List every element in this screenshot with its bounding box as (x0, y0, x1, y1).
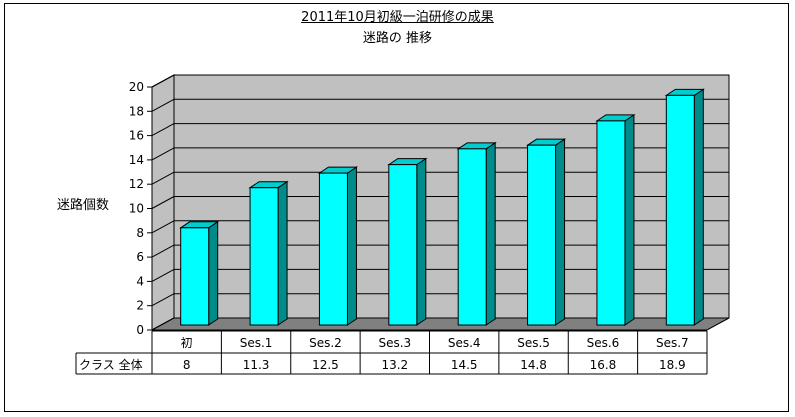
x-tick-label: Ses.6 (587, 336, 620, 350)
x-tick-label: Ses.4 (448, 336, 481, 350)
chart-title: 2011年10月初級一泊研修の成果 (301, 10, 494, 25)
y-tick-label: 8 (136, 226, 144, 240)
bar (317, 166, 359, 326)
gridline-side (151, 220, 175, 234)
floor (151, 317, 730, 331)
gridline-side (151, 147, 175, 161)
data-label: 18.9 (659, 358, 686, 372)
y-tick-label: 2 (136, 299, 144, 313)
x-tick-label: Ses.1 (240, 336, 273, 350)
data-label: 16.8 (590, 358, 617, 372)
bar (525, 138, 567, 326)
y-tick-label: 20 (129, 80, 144, 94)
y-axis-label: 迷路個数 (57, 198, 110, 213)
y-tick-label: 6 (136, 250, 144, 264)
x-tick-label: 初 (181, 336, 193, 350)
gridline-side (151, 268, 175, 282)
x-tick-label: Ses.7 (656, 336, 689, 350)
data-table: 初 Ses.1 Ses.2 Ses.3 Ses.4 Ses.5 Ses.6 Ses.7 クラス … (75, 330, 708, 375)
bar (456, 141, 497, 326)
bar-front (249, 187, 279, 326)
bars (179, 88, 705, 326)
bar-side (555, 138, 566, 326)
bar (664, 88, 705, 326)
x-tick-label: Ses.2 (309, 336, 342, 350)
gridline-side (151, 244, 175, 258)
y-tick-label: 0 (136, 323, 144, 337)
bar-front (457, 148, 487, 326)
y-tick-label: 18 (129, 104, 144, 118)
y-tick-label: 4 (136, 274, 144, 288)
data-label: 12.5 (312, 358, 339, 372)
chart-wall (151, 74, 730, 331)
data-label: 13.2 (381, 358, 408, 372)
y-tick-label: 10 (129, 202, 144, 216)
bar-front (665, 94, 695, 326)
gridline-side (151, 74, 175, 88)
y-tick-label: 12 (129, 177, 144, 191)
bar (248, 180, 289, 326)
bar-side (346, 166, 357, 326)
bar-front (388, 164, 418, 326)
chart-floor (151, 317, 730, 331)
bar-side (693, 88, 704, 326)
bar-side (624, 113, 635, 326)
y-tick-label: 14 (129, 153, 144, 167)
bar-front (180, 227, 210, 326)
data-label: 14.8 (520, 358, 547, 372)
y-tick-label: 16 (129, 129, 144, 143)
chart-subtitle: 迷路の 推移 (362, 31, 433, 46)
x-tick-label: Ses.3 (378, 336, 411, 350)
data-label: 8 (183, 358, 191, 372)
gridline-side (151, 293, 175, 307)
bar-front (596, 120, 626, 326)
bar-side (416, 157, 427, 326)
data-label: 14.5 (451, 358, 478, 372)
bar (595, 113, 636, 326)
x-tick-label: Ses.5 (517, 336, 550, 350)
bar-side (277, 180, 288, 326)
data-label: 11.3 (243, 358, 270, 372)
y-axis: 0 2 4 6 8 10 12 14 16 18 20 (129, 80, 153, 337)
gridline-side (151, 171, 175, 185)
gridline-side (151, 123, 175, 137)
series-name: クラス 全体 (79, 357, 143, 372)
bar-front (527, 144, 557, 326)
bar (387, 157, 428, 326)
bar-front (318, 172, 348, 326)
bar-side (485, 141, 496, 326)
gridline-side (151, 196, 175, 209)
gridline-side (151, 98, 175, 112)
bar-side (208, 220, 219, 326)
bar (179, 220, 220, 326)
